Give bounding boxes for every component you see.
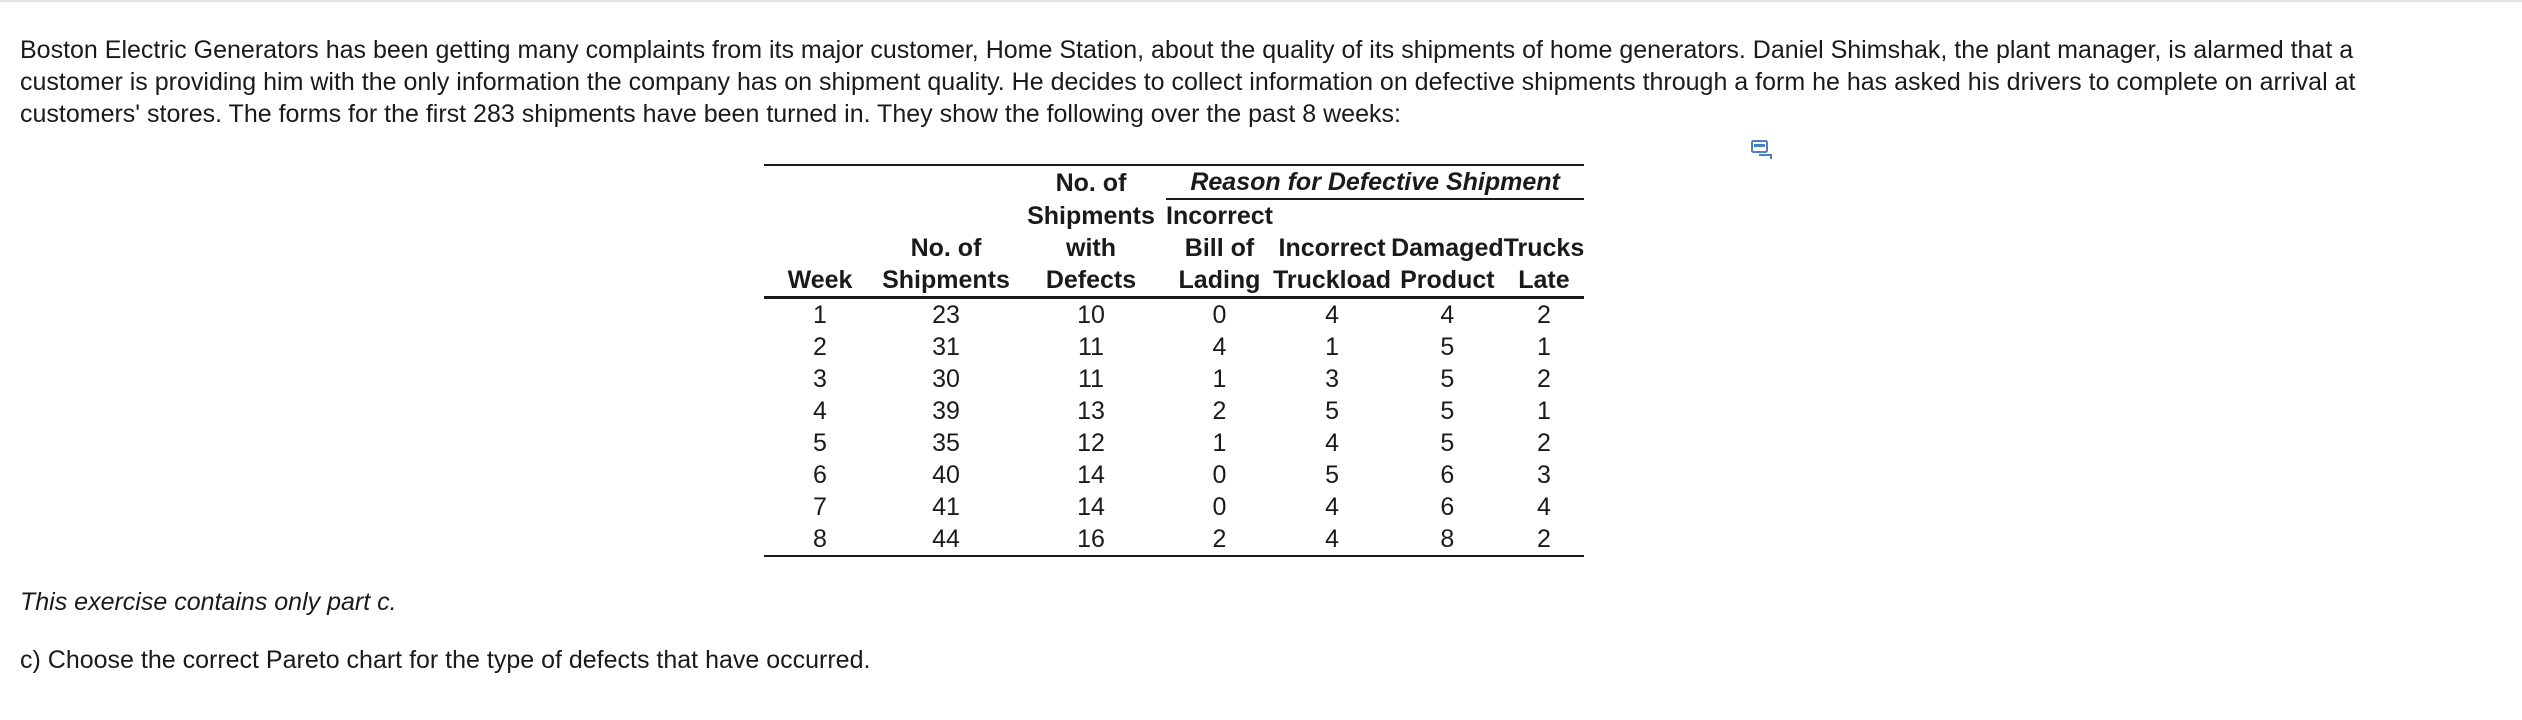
table-row: 3 30 11 1 3 5 2	[764, 363, 1584, 395]
col-header-defects-l1: No. of	[1016, 164, 1166, 199]
intro-line: customers' stores. The forms for the fir…	[20, 100, 1401, 128]
cell-truckload: 5	[1325, 397, 1339, 425]
group-header-reason: Reason for Defective Shipment	[1166, 164, 1585, 200]
cell-damaged: 5	[1440, 397, 1455, 425]
col-header-defects-l4: Defects	[1016, 264, 1166, 299]
col-header-damaged-l1: Damaged	[1391, 234, 1504, 262]
cell-defects: 11	[1078, 333, 1104, 361]
top-divider	[0, 0, 2522, 2]
cell-bill-of-lading: 2	[1166, 523, 1273, 557]
cell-truckload: 4	[1272, 523, 1392, 557]
cell-defects: 14	[1077, 493, 1105, 521]
cell-week: 2	[813, 333, 827, 361]
cell-shipments: 44	[876, 523, 1016, 557]
cell-late: 1	[1536, 397, 1551, 425]
cell-shipments: 23	[932, 301, 960, 329]
shipment-data-table: No. of Reason for Defective Shipment Shi…	[764, 164, 1585, 557]
cell-truckload: 3	[1325, 365, 1339, 393]
col-header-late-l2: Late	[1503, 264, 1585, 299]
cell-late: 4	[1536, 493, 1551, 521]
cell-defects: 12	[1077, 429, 1105, 457]
table-row: 7 41 14 0 4 6 4	[764, 491, 1584, 523]
col-header-bill-l1: Incorrect	[1166, 202, 1273, 230]
cell-bill-of-lading: 0	[1212, 461, 1227, 489]
cell-damaged: 4	[1440, 301, 1455, 329]
cell-truckload: 4	[1325, 429, 1339, 457]
intro-line: Boston Electric Generators has been gett…	[20, 36, 2354, 64]
table-row: 4 39 13 2 5 5 1	[764, 395, 1584, 427]
cell-week: 6	[813, 461, 827, 489]
cell-defects: 14	[1077, 461, 1105, 489]
col-header-bill-l3: Lading	[1166, 264, 1273, 299]
cell-week: 7	[813, 493, 827, 521]
intro-line: customer is providing him with the only …	[20, 68, 2356, 96]
cell-shipments: 40	[932, 461, 960, 489]
cell-truckload: 4	[1325, 301, 1339, 329]
cell-week: 3	[813, 365, 827, 393]
cell-late: 2	[1503, 523, 1585, 557]
cell-late: 2	[1536, 301, 1551, 329]
cell-late: 1	[1536, 333, 1551, 361]
cell-late: 2	[1536, 365, 1551, 393]
cell-truckload: 1	[1325, 333, 1339, 361]
cell-damaged: 5	[1440, 365, 1455, 393]
cell-shipments: 39	[932, 397, 960, 425]
table-row: 1 23 10 0 4 4 2	[764, 298, 1584, 332]
col-header-truckload-l1: Incorrect	[1278, 234, 1386, 262]
header-row-1: No. of Reason for Defective Shipment	[764, 164, 1585, 200]
header-row-2: Shipments Incorrect	[764, 199, 1584, 232]
question-text: c) Choose the correct Pareto chart for t…	[20, 646, 871, 674]
cell-shipments: 30	[932, 365, 960, 393]
problem-statement: Boston Electric Generators has been gett…	[20, 34, 2490, 130]
cell-defects: 11	[1078, 365, 1104, 393]
col-header-shipments-l2: Shipments	[876, 264, 1016, 299]
cell-late: 2	[1536, 429, 1551, 457]
col-header-shipments-l1: No. of	[910, 234, 982, 262]
cell-bill-of-lading: 2	[1212, 397, 1227, 425]
col-header-damaged-l2: Product	[1391, 264, 1504, 299]
cell-defects: 13	[1077, 397, 1105, 425]
cell-truckload: 5	[1325, 461, 1339, 489]
cell-damaged: 6	[1440, 461, 1455, 489]
cell-shipments: 35	[932, 429, 960, 457]
cell-damaged: 5	[1440, 333, 1455, 361]
cell-defects: 10	[1077, 301, 1105, 329]
table-row: 2 31 11 4 1 5 1	[764, 331, 1584, 363]
col-header-late-l1: Trucks	[1503, 234, 1585, 262]
cell-week: 8	[764, 523, 876, 557]
cell-bill-of-lading: 0	[1212, 493, 1227, 521]
cell-damaged: 6	[1440, 493, 1455, 521]
cell-bill-of-lading: 0	[1212, 301, 1227, 329]
cell-damaged: 5	[1440, 429, 1455, 457]
col-header-defects-l3: with	[1066, 234, 1116, 262]
table-row: 8 44 16 2 4 8 2	[764, 523, 1585, 557]
cell-shipments: 31	[932, 333, 960, 361]
table-row: 6 40 14 0 5 6 3	[764, 459, 1584, 491]
cell-week: 1	[813, 301, 827, 329]
header-row-3: No. of with Bill of Incorrect Damaged Tr…	[764, 232, 1585, 264]
col-header-week: Week	[764, 264, 876, 299]
cell-week: 4	[813, 397, 827, 425]
cell-damaged: 8	[1391, 523, 1504, 557]
cell-truckload: 4	[1325, 493, 1339, 521]
copy-table-icon[interactable]	[1750, 138, 1774, 162]
cell-late: 3	[1536, 461, 1551, 489]
col-header-bill-l2: Bill of	[1184, 234, 1255, 262]
header-row-4: Week Shipments Defects Lading Truckload …	[764, 264, 1585, 299]
cell-week: 5	[813, 429, 827, 457]
col-header-truckload-l2: Truckload	[1272, 264, 1392, 299]
col-header-defects-l2: Shipments	[1027, 202, 1155, 230]
cell-bill-of-lading: 4	[1212, 333, 1227, 361]
table-row: 5 35 12 1 4 5 2	[764, 427, 1584, 459]
cell-defects: 16	[1016, 523, 1166, 557]
cell-shipments: 41	[932, 493, 960, 521]
exercise-note: This exercise contains only part c.	[20, 588, 397, 616]
cell-bill-of-lading: 1	[1212, 365, 1227, 393]
cell-bill-of-lading: 1	[1212, 429, 1227, 457]
